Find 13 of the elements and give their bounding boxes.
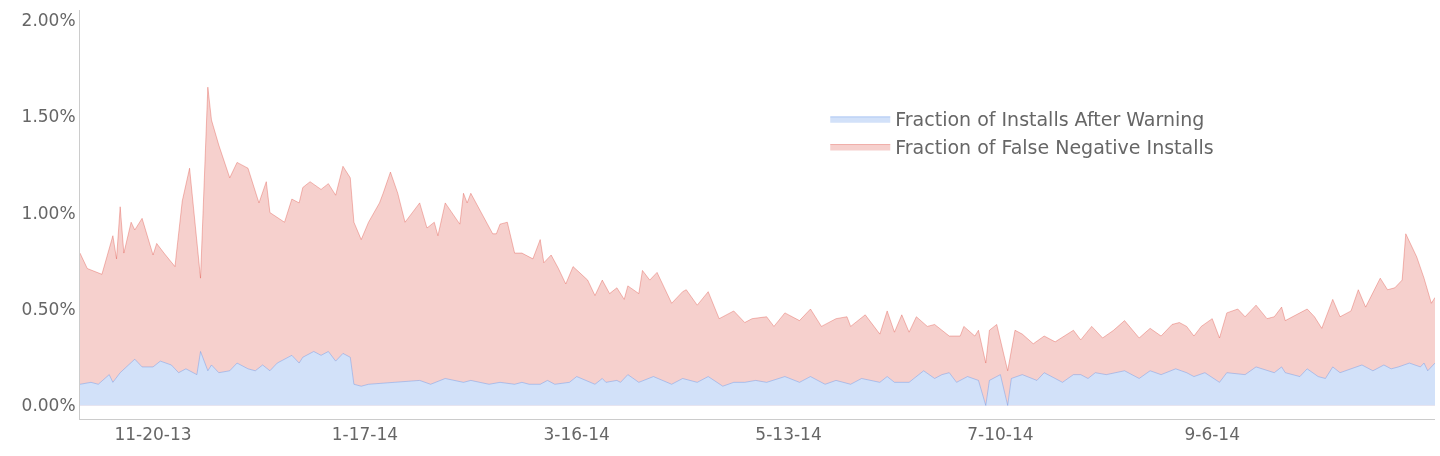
y-tick-label: 1.00% [21, 202, 76, 223]
x-tick-label: 7-10-14 [967, 424, 1034, 445]
y-tick-label: 0.00% [21, 395, 76, 416]
y-tick-label: 0.50% [21, 298, 76, 319]
x-tick-label: 9-6-14 [1184, 424, 1240, 445]
x-tick-label: 3-16-14 [543, 424, 610, 445]
x-tick-label: 5-13-14 [755, 424, 822, 445]
x-tick-label: 1-17-14 [331, 424, 399, 445]
legend-label: Fraction of Installs After Warning [895, 108, 1205, 131]
y-tick-label: 1.50% [21, 106, 76, 127]
legend-label: Fraction of False Negative Installs [895, 135, 1214, 158]
x-tick-label: 11-20-13 [114, 424, 192, 445]
y-tick-label: 2.00% [21, 9, 76, 30]
